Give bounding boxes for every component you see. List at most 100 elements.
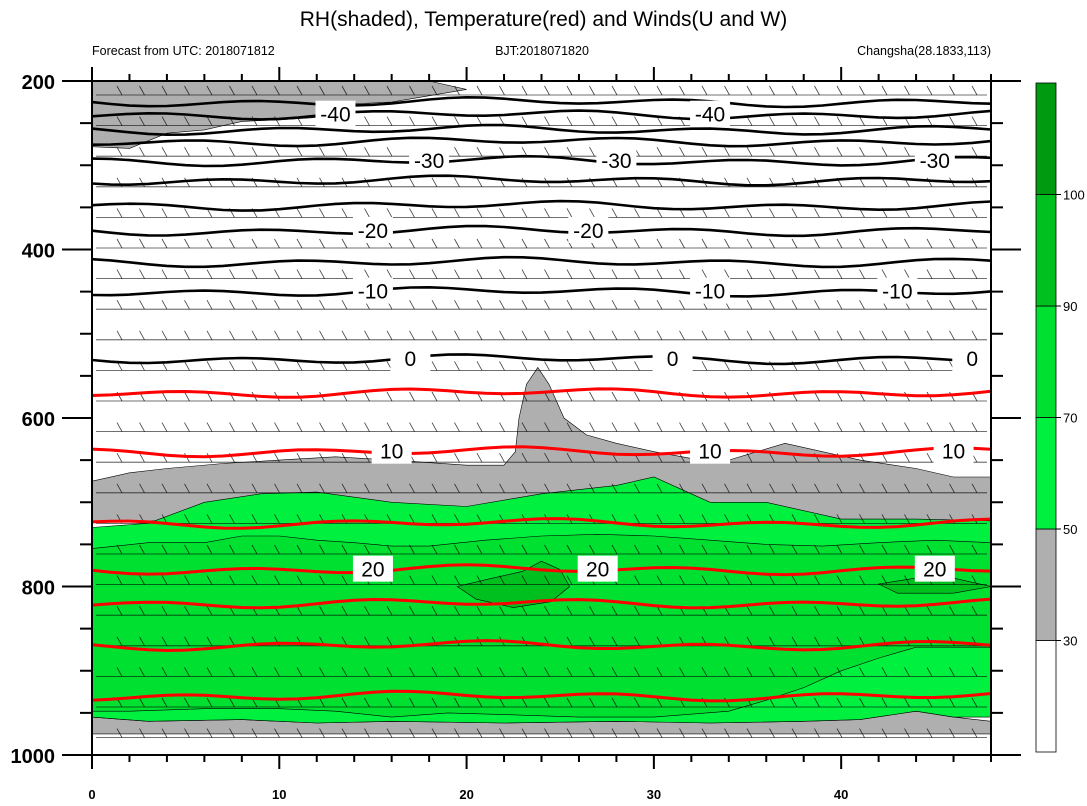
wind-barb	[364, 85, 370, 96]
contour-label-bg	[352, 555, 393, 582]
wind-barb	[274, 728, 280, 738]
wind-barb	[139, 85, 145, 96]
wind-barb	[454, 483, 460, 493]
wind-barb	[859, 544, 865, 555]
wind-barb	[814, 544, 820, 555]
wind-barb	[566, 453, 573, 463]
wind-barb	[521, 269, 528, 279]
wind-barb	[746, 116, 753, 126]
wind-barb	[476, 575, 483, 585]
wind-barb	[566, 667, 573, 677]
wind-barb	[184, 177, 190, 187]
y-tick-label: 800	[22, 578, 55, 600]
contour-label-bg	[371, 437, 412, 464]
wind-barb	[364, 422, 370, 432]
wind-barb	[319, 728, 325, 738]
wind-barb	[679, 575, 685, 585]
colorbar-label: 50	[1063, 522, 1077, 537]
wind-barb	[229, 330, 235, 340]
wind-barb	[476, 697, 483, 708]
colorbar: 30 50 70 90 100	[1035, 82, 1085, 753]
wind-barb	[499, 269, 505, 279]
wind-barb	[499, 544, 505, 555]
wind-barb	[409, 391, 415, 402]
wind-barb	[184, 728, 190, 738]
wind-barb	[971, 85, 978, 96]
wind-barb	[611, 544, 618, 555]
wind-barb	[724, 269, 730, 279]
wind-barb	[454, 238, 460, 249]
wind-barb	[341, 238, 348, 249]
wind-barb	[701, 483, 708, 493]
wind-barb	[341, 606, 348, 616]
wind-barb	[274, 300, 280, 310]
wind-barb	[904, 697, 910, 708]
contour-label: -20	[358, 220, 388, 243]
wind-barb	[746, 85, 753, 96]
wind-barb	[881, 606, 888, 616]
wind-barb	[949, 697, 955, 708]
colorbar-label: 100	[1063, 188, 1085, 203]
wind-barb	[949, 422, 955, 432]
wind-barb	[566, 238, 573, 249]
wind-barb	[184, 147, 190, 157]
wind-barb	[139, 606, 145, 616]
wind-barb	[859, 667, 865, 677]
wind-barb	[161, 116, 168, 126]
wind-barb	[116, 636, 123, 646]
wind-barb	[791, 208, 798, 218]
wind-barb	[589, 147, 595, 157]
wind-barb	[634, 85, 640, 96]
wind-barb	[724, 667, 730, 677]
wind-barb	[814, 575, 820, 585]
wind-barb	[904, 728, 910, 738]
wind-barb	[926, 728, 933, 738]
wind-barb	[161, 391, 168, 402]
wind-barb	[229, 269, 235, 279]
contour-label: 10	[942, 441, 965, 464]
wind-barb	[229, 544, 235, 555]
wind-barb	[386, 697, 393, 708]
wind-barb	[814, 238, 820, 249]
wind-barb	[409, 330, 415, 340]
wind-barb	[836, 514, 843, 524]
wind-barb	[409, 483, 415, 493]
wind-barb	[589, 269, 595, 279]
wind-barb	[319, 330, 325, 340]
wind-barb	[634, 330, 640, 340]
contour-line--30	[91, 136, 992, 148]
wind-barb	[701, 147, 708, 157]
wind-barb	[499, 483, 505, 493]
wind-barb	[229, 575, 235, 585]
wind-barb	[476, 483, 483, 493]
wind-barb	[476, 667, 483, 677]
wind-barb	[319, 667, 325, 677]
wind-barb	[836, 636, 843, 646]
wind-barb	[364, 483, 370, 493]
wind-barb	[926, 208, 933, 218]
wind-barb	[881, 544, 888, 555]
wind-barb	[184, 85, 190, 96]
wind-barb	[499, 238, 505, 249]
wind-barb	[544, 544, 550, 555]
forecast-left-string: Forecast from UTC: 2018071812	[92, 44, 275, 58]
wind-barb	[296, 575, 303, 585]
wind-barb	[904, 330, 910, 340]
wind-barb	[139, 116, 145, 126]
wind-barb	[544, 483, 550, 493]
wind-barb	[319, 483, 325, 493]
wind-barb	[521, 208, 528, 218]
wind-barb	[836, 330, 843, 340]
wind-barb	[971, 116, 978, 126]
wind-barb	[949, 300, 955, 310]
wind-barb	[814, 147, 820, 157]
wind-barb	[184, 238, 190, 249]
wind-barb	[476, 85, 483, 96]
wind-barb	[746, 667, 753, 677]
wind-barb	[161, 697, 168, 708]
colorbar-segment	[1035, 194, 1057, 307]
wind-barb	[746, 606, 753, 616]
wind-barb	[544, 606, 550, 616]
wind-barb	[589, 330, 595, 340]
wind-barb	[161, 667, 168, 677]
